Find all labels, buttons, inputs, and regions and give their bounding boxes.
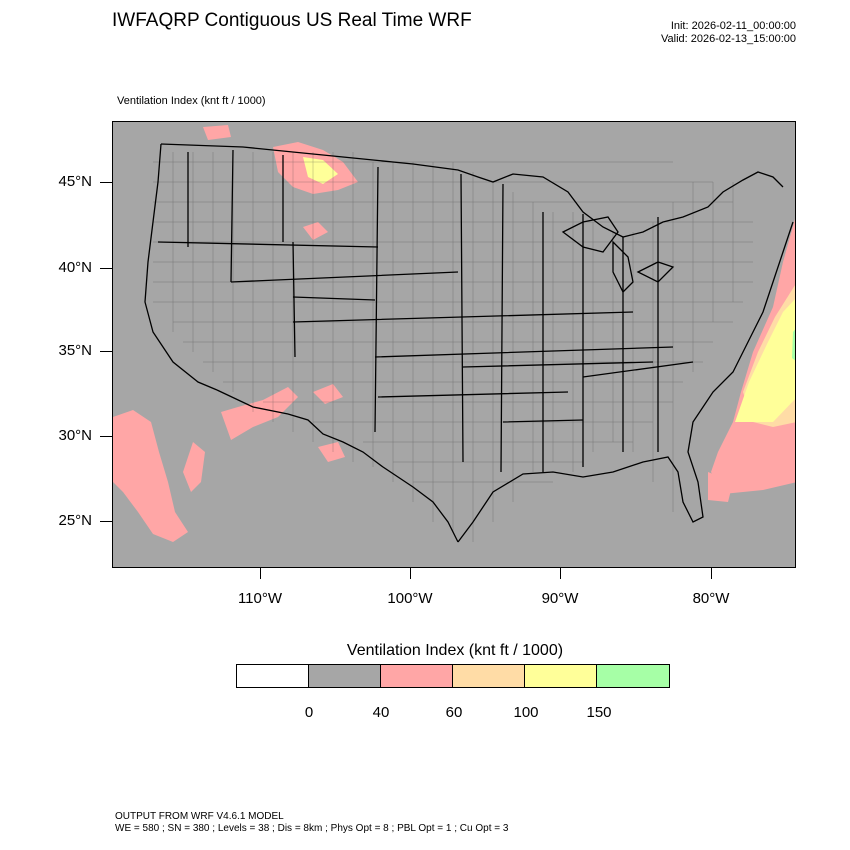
colorbar-label: 60 [445, 704, 463, 721]
shade-pacific-sw [113, 410, 188, 542]
shade-atlantic-yellow [735, 299, 795, 422]
colorbar-label: 0 [304, 704, 314, 721]
colorbar [236, 664, 670, 688]
shade-caribbean [708, 472, 733, 502]
lon-tick [410, 567, 411, 579]
lat-tick [100, 182, 112, 183]
lon-label-110: 110°W [237, 590, 283, 607]
county-grid [153, 152, 753, 542]
colorbar-label: 150 [586, 704, 612, 721]
lon-tick [560, 567, 561, 579]
field-label: Ventilation Index (knt ft / 1000) [117, 95, 266, 107]
lat-label-30: 30°N [58, 427, 92, 444]
shade-wyoming [303, 222, 328, 240]
gulf-coast [457, 221, 794, 543]
model-footer: OUTPUT FROM WRF V4.6.1 MODEL WE = 580 ; … [115, 811, 508, 835]
mexico-border [216, 389, 459, 543]
colorbar-swatch [309, 665, 381, 687]
lon-label-100: 100°W [387, 590, 433, 607]
shade-pacific-sw-2 [183, 442, 205, 492]
map-panel [112, 121, 796, 568]
shade-arizona [221, 387, 298, 440]
valid-time: Valid: 2026-02-13_15:00:00 [661, 33, 796, 45]
great-lakes [561, 216, 675, 294]
lat-label-45: 45°N [58, 173, 92, 190]
map-canvas [113, 125, 795, 543]
colorbar-label: 100 [513, 704, 539, 721]
lat-tick [100, 268, 112, 269]
west-coast [144, 143, 218, 391]
lon-label-80: 80°W [692, 590, 730, 607]
canada-border [160, 143, 784, 238]
lon-label-90: 90°W [541, 590, 579, 607]
lat-tick [100, 521, 112, 522]
shade-montana-y [303, 157, 338, 184]
footer-line-2: WE = 580 ; SN = 380 ; Levels = 38 ; Dis … [115, 823, 509, 834]
colorbar-title: Ventilation Index (knt ft / 1000) [346, 642, 564, 659]
lat-tick [100, 351, 112, 352]
shade-nm [313, 384, 343, 404]
plot-title: IWFAQRP Contiguous US Real Time WRF [112, 10, 472, 31]
colorbar-swatch [597, 665, 669, 687]
boundaries [144, 143, 794, 543]
shade-north [203, 125, 231, 140]
lat-label-40: 40°N [58, 259, 92, 276]
shade-atlantic-green [792, 329, 795, 361]
lat-tick [100, 436, 112, 437]
lat-label-35: 35°N [58, 342, 92, 359]
shade-tx-west [318, 442, 345, 462]
lat-label-25: 25°N [58, 512, 92, 529]
colorbar-swatch [453, 665, 525, 687]
footer-line-1: OUTPUT FROM WRF V4.6.1 MODEL [115, 811, 284, 822]
lon-tick [260, 567, 261, 579]
ventilation-shading [113, 125, 795, 542]
state-lines-ew [157, 241, 694, 423]
state-lines-ns [187, 149, 659, 473]
colorbar-swatch [525, 665, 597, 687]
init-valid-times: Init: 2026-02-11_00:00:00 Valid: 2026-02… [661, 20, 796, 46]
colorbar-label: 40 [372, 704, 390, 721]
colorbar-swatch [381, 665, 453, 687]
lon-tick [711, 567, 712, 579]
init-time: Init: 2026-02-11_00:00:00 [670, 20, 796, 32]
colorbar-swatch [237, 665, 309, 687]
